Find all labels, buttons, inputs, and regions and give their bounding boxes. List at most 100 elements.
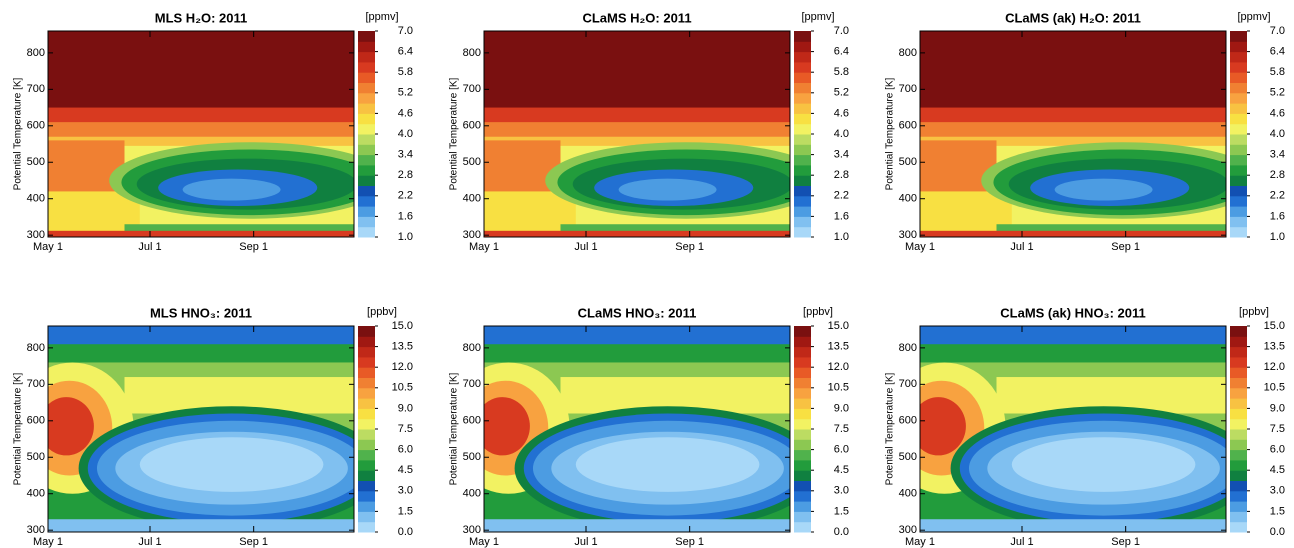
colorbar-band: [358, 521, 375, 533]
colorbar-band: [358, 82, 375, 94]
colorbar-band: [794, 72, 811, 83]
colorbar-band: [358, 367, 375, 378]
y-tick-label: 500: [899, 451, 917, 463]
field-area: [920, 519, 1226, 532]
colorbar-band: [794, 216, 811, 228]
colorbar-tick-label: 4.0: [398, 128, 413, 140]
colorbar-tick-label: 9.0: [1270, 402, 1285, 414]
colorbar-tick-label: 1.6: [1270, 210, 1285, 222]
y-tick-label: 600: [463, 415, 481, 427]
colorbar-band: [794, 31, 811, 42]
y-tick-label: 700: [27, 83, 45, 95]
colorbar-tick-label: 12.0: [392, 361, 413, 373]
colorbar-band: [358, 206, 375, 217]
colorbar-band: [1230, 123, 1247, 135]
y-tick-label: 800: [463, 47, 481, 59]
colorbar-band: [358, 31, 375, 42]
colorbar-band: [1230, 41, 1247, 53]
colorbar-band: [358, 154, 375, 166]
colorbar-band: [358, 511, 375, 523]
colorbar-band: [794, 103, 811, 114]
colorbar-tick-label: 3.0: [398, 485, 413, 497]
panel: MLS H₂O: 2011 Potential Temperature [K] 30…: [13, 10, 413, 252]
colorbar-unit: [ppbv]: [803, 306, 833, 318]
plot-frame: [919, 325, 1227, 533]
field-area: [484, 397, 530, 456]
colorbar-band: [1230, 226, 1247, 238]
y-tick-label: 500: [27, 156, 45, 168]
x-tick-label: May 1: [905, 536, 935, 548]
plot-frame: [483, 30, 791, 238]
y-tick-label: 700: [899, 378, 917, 390]
colorbar-tick-label: 6.4: [398, 46, 413, 58]
x-tick-label: May 1: [469, 241, 499, 253]
colorbar-band: [358, 449, 375, 461]
colorbar-band: [358, 175, 375, 186]
colorbar-band: [358, 61, 375, 73]
colorbar-tick-label: 7.0: [398, 25, 413, 37]
panel: MLS HNO₃: 2011 Potential Temperature [K] 3…: [13, 305, 413, 547]
panel-title: CLaMS H₂O: 2011: [582, 10, 691, 25]
colorbar-tick-label: 4.5: [1270, 464, 1285, 476]
colorbar-band: [794, 226, 811, 238]
colorbar-band: [794, 206, 811, 217]
colorbar-tick-label: 3.4: [398, 149, 413, 161]
colorbar-band: [794, 175, 811, 186]
colorbar-band: [794, 377, 811, 389]
y-tick-label: 500: [27, 451, 45, 463]
colorbar-tick-label: 15.0: [1264, 320, 1285, 332]
y-tick-label: 800: [463, 342, 481, 354]
x-tick-label: Jul 1: [574, 536, 597, 548]
colorbar-band: [1230, 154, 1247, 166]
colorbar-tick-label: 2.8: [1270, 169, 1285, 181]
colorbar-tick-label: 2.2: [398, 190, 413, 202]
colorbar-band: [1230, 164, 1247, 176]
colorbar-band: [358, 41, 375, 53]
colorbar-band: [358, 195, 375, 207]
colorbar-band: [1230, 387, 1247, 399]
colorbar-tick-label: 1.5: [834, 505, 849, 517]
plot-frame: [47, 30, 355, 238]
colorbar-band: [358, 418, 375, 430]
colorbar-band: [794, 154, 811, 166]
colorbar-band: [358, 501, 375, 512]
x-tick-label: May 1: [905, 241, 935, 253]
y-tick-label: 800: [899, 342, 917, 354]
colorbar-tick-label: 12.0: [1264, 361, 1285, 373]
colorbar-band: [358, 346, 375, 358]
colorbar-band: [358, 439, 375, 451]
colorbar-tick-label: 0.0: [1270, 526, 1285, 538]
colorbar-tick-label: 2.2: [1270, 190, 1285, 202]
colorbar-tick-label: 6.0: [398, 444, 413, 456]
colorbar-unit: [ppbv]: [1239, 306, 1269, 318]
colorbar-tick-label: 4.0: [1270, 128, 1285, 140]
colorbar-band: [358, 216, 375, 228]
colorbar-band: [1230, 113, 1247, 125]
panel: CLaMS (ak) H₂O: 2011 Potential Temperatur…: [885, 10, 1285, 252]
panel-title: CLaMS (ak) HNO₃: 2011: [1000, 305, 1145, 320]
x-tick-label: May 1: [33, 241, 63, 253]
colorbar-tick-label: 3.0: [1270, 485, 1285, 497]
field-area: [48, 519, 354, 532]
y-tick-label: 500: [463, 451, 481, 463]
colorbar-band: [1230, 439, 1247, 451]
colorbar-band: [358, 144, 375, 156]
colorbar-band: [1230, 521, 1247, 533]
colorbar-tick-label: 1.5: [1270, 505, 1285, 517]
colorbar-band: [794, 326, 811, 337]
colorbar-band: [794, 408, 811, 420]
colorbar-band: [794, 82, 811, 94]
colorbar-tick-label: 2.8: [398, 169, 413, 181]
colorbar-band: [358, 92, 375, 104]
colorbar-tick-label: 1.0: [398, 231, 413, 243]
colorbar-band: [794, 41, 811, 53]
colorbar-tick-label: 5.2: [1270, 87, 1285, 99]
colorbar-tick-label: 6.0: [1270, 444, 1285, 456]
y-tick-label: 500: [463, 156, 481, 168]
x-tick-label: Sep 1: [675, 241, 704, 253]
field-area: [182, 178, 281, 201]
colorbar-tick-label: 13.5: [392, 341, 413, 353]
colorbar-tick-label: 10.5: [828, 382, 849, 394]
colorbar-tick-label: 13.5: [828, 341, 849, 353]
